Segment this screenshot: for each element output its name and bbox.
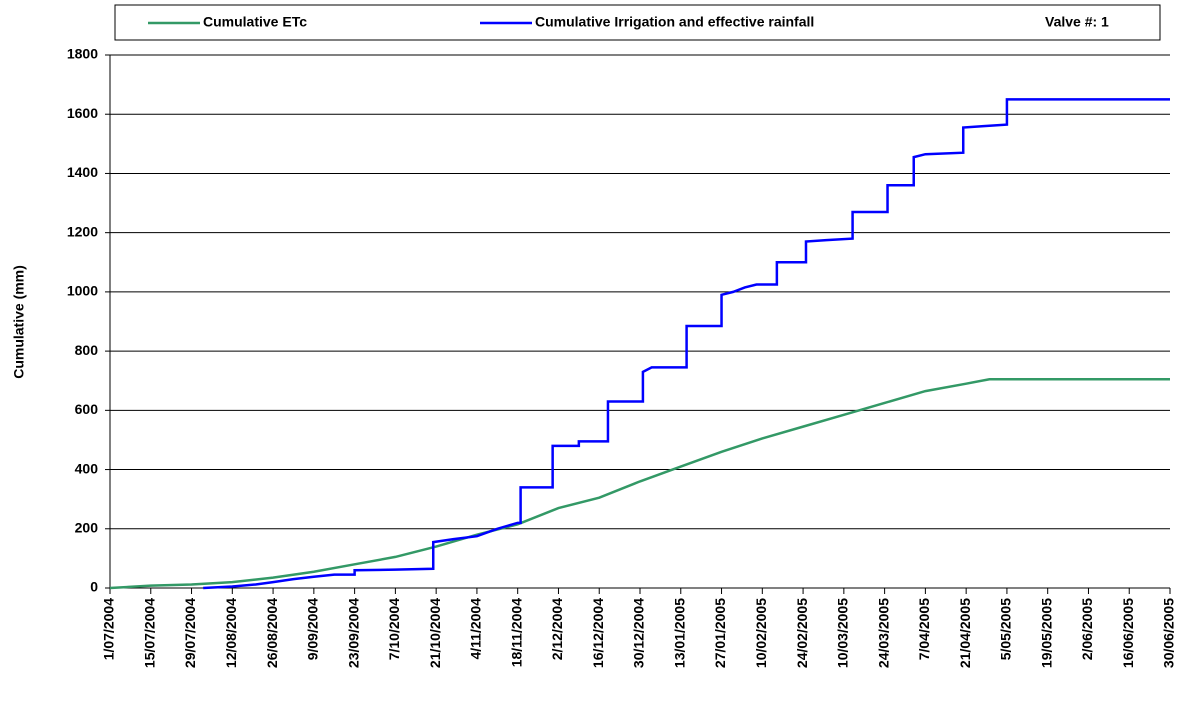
x-tick-label: 21/04/2005 bbox=[957, 598, 973, 668]
y-tick-label: 200 bbox=[75, 519, 99, 535]
x-tick-label: 7/04/2005 bbox=[916, 598, 932, 660]
x-tick-label: 21/10/2004 bbox=[427, 598, 443, 668]
y-tick-label: 1000 bbox=[67, 283, 98, 299]
x-tick-label: 4/11/2004 bbox=[468, 598, 484, 660]
y-tick-label: 400 bbox=[75, 460, 99, 476]
legend-label: Cumulative Irrigation and effective rain… bbox=[535, 14, 814, 30]
y-tick-label: 600 bbox=[75, 401, 99, 417]
x-tick-label: 2/12/2004 bbox=[549, 598, 565, 660]
y-tick-label: 1200 bbox=[67, 223, 98, 239]
x-tick-label: 7/10/2004 bbox=[386, 598, 402, 660]
x-tick-label: 15/07/2004 bbox=[141, 598, 157, 668]
legend-label: Cumulative ETc bbox=[203, 14, 307, 30]
y-axis-label: Cumulative (mm) bbox=[11, 265, 27, 379]
x-tick-label: 29/07/2004 bbox=[182, 598, 198, 668]
y-tick-label: 1800 bbox=[67, 46, 98, 62]
y-tick-label: 0 bbox=[90, 579, 98, 595]
y-tick-label: 1600 bbox=[67, 105, 98, 121]
x-tick-label: 30/12/2004 bbox=[631, 598, 647, 668]
y-tick-label: 1400 bbox=[67, 164, 98, 180]
x-tick-label: 10/03/2005 bbox=[835, 598, 851, 668]
series-line bbox=[109, 377, 1170, 590]
legend-box bbox=[114, 4, 1161, 41]
x-tick-label: 12/08/2004 bbox=[223, 598, 239, 668]
x-tick-label: 2/06/2005 bbox=[1079, 598, 1095, 660]
x-tick-label: 10/02/2005 bbox=[753, 598, 769, 668]
series-line bbox=[203, 98, 1170, 590]
x-tick-label: 9/09/2004 bbox=[305, 598, 321, 660]
y-tick-label: 800 bbox=[75, 342, 99, 358]
x-tick-label: 16/12/2004 bbox=[590, 598, 606, 668]
x-tick-label: 27/01/2005 bbox=[712, 598, 728, 668]
x-tick-label: 24/03/2005 bbox=[875, 598, 891, 668]
x-tick-label: 1/07/2004 bbox=[101, 598, 117, 660]
x-tick-label: 16/06/2005 bbox=[1120, 598, 1136, 668]
x-tick-label: 18/11/2004 bbox=[508, 598, 524, 668]
x-tick-label: 30/06/2005 bbox=[1161, 598, 1177, 668]
x-tick-label: 24/02/2005 bbox=[794, 598, 810, 668]
x-tick-label: 13/01/2005 bbox=[671, 598, 687, 668]
annotation: Valve #: 1 bbox=[1045, 14, 1109, 30]
x-tick-label: 19/05/2005 bbox=[1038, 598, 1054, 668]
x-tick-label: 5/05/2005 bbox=[998, 598, 1014, 660]
x-tick-label: 23/09/2004 bbox=[345, 598, 361, 668]
x-tick-label: 26/08/2004 bbox=[264, 598, 280, 668]
